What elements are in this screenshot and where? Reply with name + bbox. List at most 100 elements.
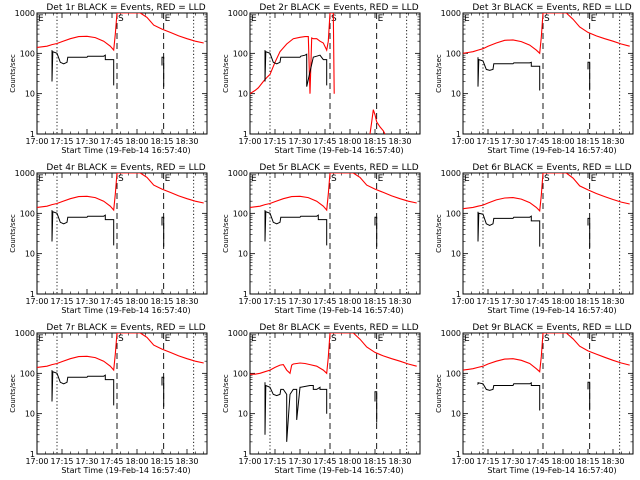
- x-tick-label: 17:30: [288, 457, 311, 466]
- x-tick-label: 18:30: [388, 457, 411, 466]
- y-tick-label: 1: [243, 450, 248, 459]
- events-series-segment: [587, 61, 591, 91]
- lld-series-line: [463, 173, 630, 213]
- x-axis-label: Start Time (19-Feb-14 16:57:40): [61, 146, 190, 155]
- x-tick-label: 17:00: [451, 137, 474, 146]
- events-series-segment: [51, 210, 115, 246]
- x-tick-label: 18:00: [125, 137, 148, 146]
- x-tick-label: 18:15: [150, 137, 173, 146]
- marker-label: E: [591, 14, 597, 24]
- y-tick-label: 100: [20, 209, 35, 218]
- x-tick-label: 17:00: [25, 137, 48, 146]
- marker-label: E: [591, 334, 597, 344]
- x-tick-label: 17:00: [25, 297, 48, 306]
- lld-series-line: [463, 333, 630, 373]
- events-series-segment: [477, 211, 541, 247]
- y-axis-label: Counts/sec: [435, 214, 443, 253]
- y-tick-label: 100: [20, 49, 35, 58]
- marker-label: S: [331, 174, 337, 184]
- x-tick-label: 18:00: [338, 297, 361, 306]
- y-tick-label: 10: [25, 410, 35, 419]
- marker-label: E: [464, 174, 470, 184]
- x-tick-label: 18:15: [576, 297, 599, 306]
- y-axis-label: Counts/sec: [9, 214, 17, 253]
- plot-frame: [462, 172, 634, 295]
- plot-frame: [36, 12, 208, 135]
- marker-label: E: [591, 174, 597, 184]
- panel-3: Det 3r BLACK = Events, RED = LLD 1 10 100 10…: [435, 3, 634, 155]
- y-tick-label: 10: [238, 250, 248, 259]
- events-series-segment: [587, 217, 591, 248]
- panel-title: Det 5r BLACK = Events, RED = LLD: [259, 163, 418, 173]
- marker-label: S: [118, 14, 124, 24]
- marker-label: E: [251, 14, 257, 24]
- y-tick-label: 100: [446, 369, 461, 378]
- events-series-segment: [264, 382, 328, 442]
- marker-label: S: [544, 14, 550, 24]
- events-series-segment: [477, 382, 541, 411]
- y-tick-label: 10: [238, 410, 248, 419]
- y-tick-label: 1: [456, 450, 461, 459]
- x-tick-label: 18:15: [363, 137, 386, 146]
- events-series-segment: [51, 370, 115, 406]
- marker-label: E: [165, 334, 171, 344]
- events-series-segment: [374, 391, 378, 423]
- x-tick-label: 17:00: [238, 137, 261, 146]
- x-tick-label: 18:15: [363, 457, 386, 466]
- events-series-segment: [477, 57, 541, 91]
- y-axis-label: Counts/sec: [222, 374, 230, 413]
- y-tick-label: 1000: [15, 9, 35, 18]
- x-tick-label: 18:30: [175, 457, 198, 466]
- x-tick-label: 17:30: [75, 457, 98, 466]
- marker-label: S: [544, 174, 550, 184]
- x-tick-label: 18:00: [338, 137, 361, 146]
- plot-frame: [462, 332, 634, 455]
- x-tick-label: 17:15: [50, 457, 73, 466]
- y-tick-label: 1000: [228, 169, 248, 178]
- x-tick-label: 17:00: [238, 457, 261, 466]
- x-tick-label: 18:30: [601, 137, 624, 146]
- x-tick-label: 17:30: [288, 297, 311, 306]
- panel-title: Det 6r BLACK = Events, RED = LLD: [472, 163, 631, 173]
- x-tick-label: 17:00: [451, 297, 474, 306]
- marker-label: S: [331, 14, 337, 24]
- x-tick-label: 18:30: [175, 137, 198, 146]
- y-tick-label: 10: [25, 250, 35, 259]
- marker-label: E: [165, 174, 171, 184]
- y-tick-label: 100: [20, 369, 35, 378]
- x-tick-label: 17:00: [25, 457, 48, 466]
- x-tick-label: 17:15: [476, 457, 499, 466]
- marker-label: E: [464, 334, 470, 344]
- y-axis-label: Counts/sec: [222, 214, 230, 253]
- panel-title: Det 9r BLACK = Events, RED = LLD: [472, 323, 631, 333]
- x-tick-label: 17:00: [451, 457, 474, 466]
- x-axis-label: Start Time (19-Feb-14 16:57:40): [61, 466, 190, 475]
- events-series-segment: [264, 210, 328, 246]
- plot-frame: [249, 172, 421, 295]
- x-tick-label: 18:00: [125, 457, 148, 466]
- y-tick-label: 1: [456, 130, 461, 139]
- plot-frame: [249, 332, 421, 455]
- x-tick-label: 18:30: [175, 297, 198, 306]
- x-tick-label: 17:15: [50, 137, 73, 146]
- plot-frame: [462, 12, 634, 135]
- marker-label: E: [378, 14, 384, 24]
- lld-series-line: [37, 333, 204, 372]
- x-axis-label: Start Time (19-Feb-14 16:57:40): [274, 146, 403, 155]
- x-tick-label: 18:15: [150, 457, 173, 466]
- panel-title: Det 3r BLACK = Events, RED = LLD: [472, 3, 631, 13]
- x-axis-label: Start Time (19-Feb-14 16:57:40): [487, 306, 616, 315]
- x-tick-label: 17:30: [501, 457, 524, 466]
- y-tick-label: 100: [233, 49, 248, 58]
- y-tick-label: 1000: [441, 169, 461, 178]
- panel-8: Det 8r BLACK = Events, RED = LLD 1 10 100 10…: [222, 323, 421, 475]
- x-tick-label: 18:00: [125, 297, 148, 306]
- panel-2: Det 2r BLACK = Events, RED = LLD 1 10 100 10…: [222, 3, 421, 155]
- x-tick-label: 17:30: [288, 137, 311, 146]
- x-tick-label: 18:30: [388, 297, 411, 306]
- x-tick-label: 17:30: [75, 297, 98, 306]
- y-tick-label: 1000: [228, 9, 248, 18]
- plot-frame: [36, 332, 208, 455]
- plot-frame: [249, 12, 421, 135]
